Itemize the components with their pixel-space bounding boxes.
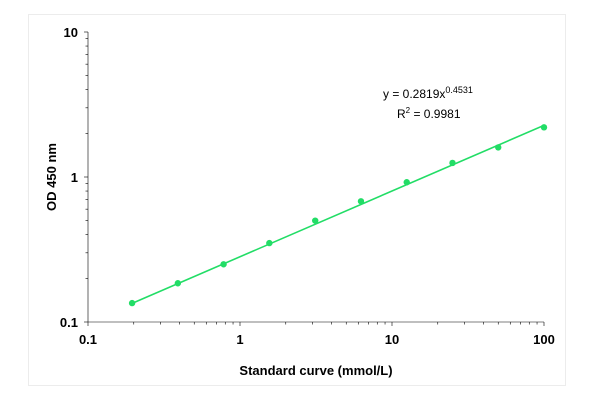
r-squared-superscript: 2	[406, 106, 411, 115]
x-tick-label: 1	[236, 332, 243, 347]
data-point	[266, 239, 273, 247]
r-squared-label: R	[397, 107, 406, 121]
x-tick-label: 0.1	[79, 332, 97, 347]
fit-r-squared: R2 = 0.9981	[397, 106, 461, 121]
data-point	[357, 198, 365, 205]
x-tick-label: 100	[533, 332, 555, 347]
r-squared-value: = 0.9981	[410, 107, 461, 121]
data-point	[174, 280, 182, 287]
y-axis-title: OD 450 nm	[44, 143, 59, 211]
trendline	[131, 124, 545, 305]
y-tick-label: 1	[71, 170, 78, 185]
data-point	[449, 159, 456, 167]
chart-frame: 0.1 1 10 100 0.1 1 10 y = 0.2819x0.4531 R2 = 0…	[28, 14, 566, 386]
tick-labels: 0.1 1 10 100 0.1 1 10	[60, 25, 555, 347]
chart-svg: 0.1 1 10 100 0.1 1 10 y = 0.2819x0.4531 R2 = 0…	[44, 25, 555, 378]
axes	[87, 32, 544, 323]
data-point	[495, 144, 502, 151]
fit-equation: y = 0.2819x0.4531	[383, 85, 473, 101]
data-point	[312, 217, 319, 224]
data-points	[128, 124, 548, 307]
data-point	[403, 179, 410, 186]
fit-equation-exponent: 0.4531	[445, 85, 473, 95]
tick-marks	[84, 31, 545, 326]
x-tick-label: 10	[385, 332, 399, 347]
x-axis-title: Standard curve (mmol/L)	[239, 363, 392, 378]
fit-equation-text: y = 0.2819x	[383, 87, 445, 101]
y-tick-label: 0.1	[60, 315, 78, 330]
data-point	[128, 299, 136, 307]
data-point	[540, 124, 548, 131]
y-tick-label: 10	[64, 25, 78, 40]
data-point	[220, 261, 227, 268]
